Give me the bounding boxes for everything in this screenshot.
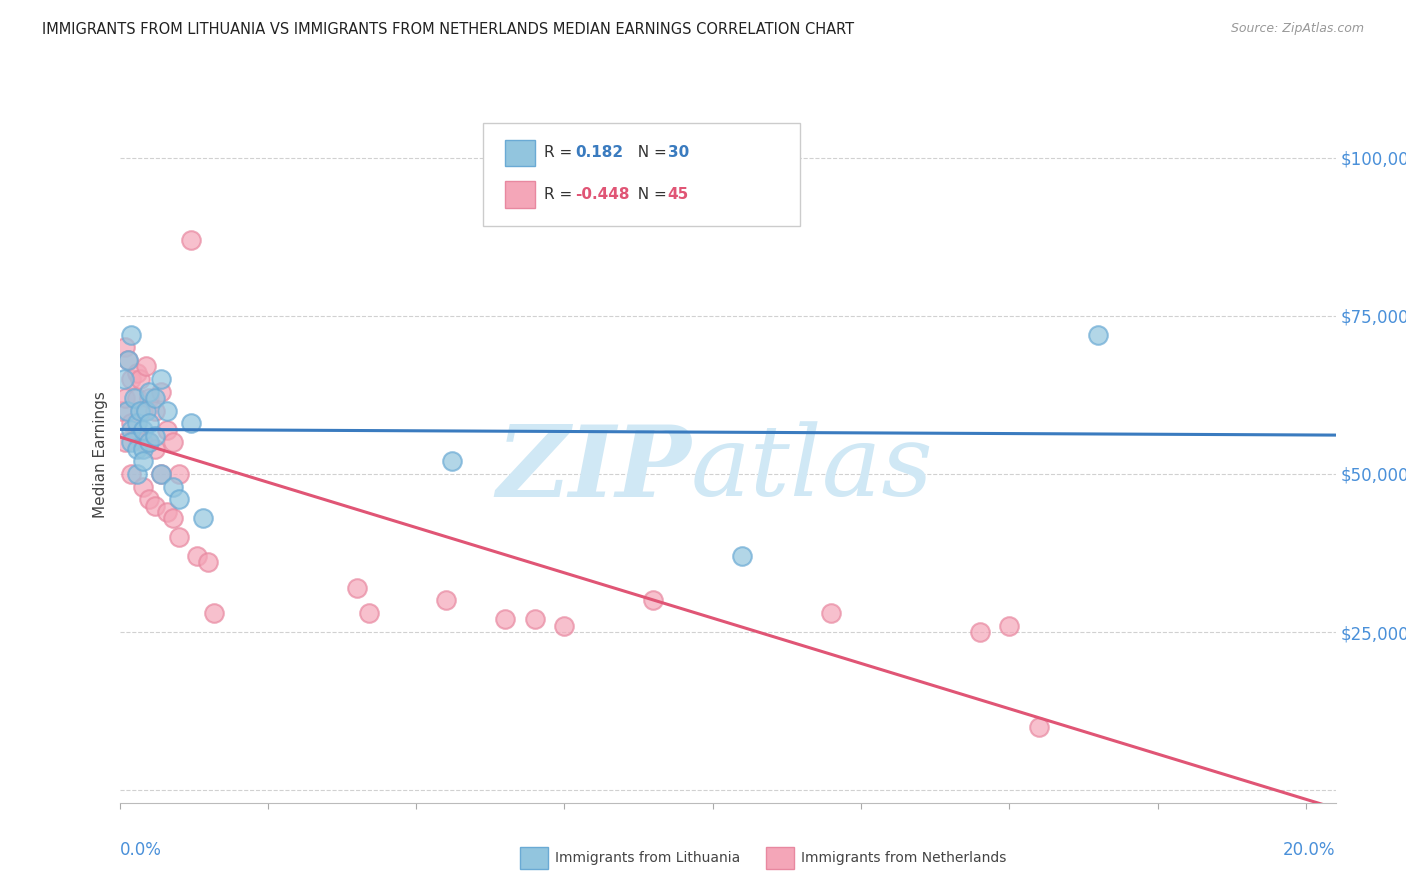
Point (127, 442, 149, 456)
Point (132, 423, 155, 437)
Point (434, 593, 457, 607)
Point (440, 454, 463, 468)
Point (117, 353, 139, 368)
Point (1087, 327, 1109, 342)
Point (150, 384, 173, 399)
Point (120, 327, 142, 342)
Point (346, 581, 368, 595)
Text: IMMIGRANTS FROM LITHUANIA VS IMMIGRANTS FROM NETHERLANDS MEDIAN EARNINGS CORRELA: IMMIGRANTS FROM LITHUANIA VS IMMIGRANTS … (42, 22, 855, 37)
Point (1028, 720, 1050, 734)
Point (132, 403, 155, 417)
Point (138, 384, 160, 399)
Point (180, 417, 202, 431)
Point (820, 606, 842, 620)
Point (150, 467, 173, 481)
Point (127, 429, 149, 443)
Point (143, 429, 166, 443)
Point (114, 340, 136, 354)
Point (643, 593, 665, 607)
Point (156, 403, 179, 417)
Y-axis label: Median Earnings: Median Earnings (93, 392, 108, 518)
Point (197, 556, 219, 570)
Point (156, 505, 179, 519)
Point (138, 391, 160, 405)
Text: N =: N = (628, 187, 672, 202)
Point (124, 391, 146, 405)
Point (143, 499, 166, 513)
Point (127, 391, 149, 405)
Point (115, 403, 138, 417)
Point (129, 372, 152, 386)
Point (127, 417, 149, 431)
Text: 0.0%: 0.0% (120, 841, 162, 859)
Point (143, 442, 166, 456)
Point (553, 618, 575, 632)
Point (150, 372, 173, 386)
Point (150, 467, 173, 481)
Text: R =: R = (544, 145, 576, 161)
Text: atlas: atlas (692, 421, 934, 516)
Point (523, 612, 546, 626)
Text: 45: 45 (668, 187, 689, 202)
Point (120, 435, 142, 450)
Text: 0.182: 0.182 (575, 145, 623, 161)
Point (135, 403, 157, 417)
Point (143, 391, 166, 405)
Text: ZIP: ZIP (496, 421, 692, 517)
Point (357, 606, 380, 620)
Point (162, 479, 184, 493)
Point (180, 233, 202, 247)
Point (114, 391, 136, 405)
Point (127, 366, 149, 380)
Point (111, 403, 134, 417)
Point (129, 403, 152, 417)
Point (112, 372, 135, 386)
Point (132, 435, 155, 450)
Point (167, 492, 190, 507)
Point (132, 479, 155, 493)
Point (117, 353, 139, 368)
Text: 30: 30 (668, 145, 689, 161)
Point (138, 417, 160, 431)
Text: Source: ZipAtlas.com: Source: ZipAtlas.com (1230, 22, 1364, 36)
Point (132, 442, 155, 456)
Point (731, 549, 754, 563)
Point (135, 359, 157, 374)
Point (143, 403, 166, 417)
Point (191, 511, 214, 525)
Point (204, 606, 226, 620)
Text: -0.448: -0.448 (575, 187, 630, 202)
Point (120, 467, 142, 481)
Point (132, 454, 155, 468)
Point (998, 618, 1021, 632)
Text: Immigrants from Netherlands: Immigrants from Netherlands (801, 851, 1007, 865)
Point (120, 417, 142, 431)
Point (120, 372, 142, 386)
Point (138, 492, 160, 507)
Point (494, 612, 516, 626)
Point (156, 423, 179, 437)
Point (114, 435, 136, 450)
Point (138, 435, 160, 450)
Point (162, 435, 184, 450)
Text: N =: N = (628, 145, 672, 161)
Text: R =: R = (544, 187, 576, 202)
Point (127, 467, 149, 481)
Text: Immigrants from Lithuania: Immigrants from Lithuania (555, 851, 741, 865)
Point (969, 625, 991, 640)
Point (138, 435, 160, 450)
Point (162, 511, 184, 525)
Point (167, 467, 190, 481)
Point (186, 549, 208, 563)
Point (120, 423, 142, 437)
Point (167, 530, 190, 544)
Text: 20.0%: 20.0% (1284, 841, 1336, 859)
